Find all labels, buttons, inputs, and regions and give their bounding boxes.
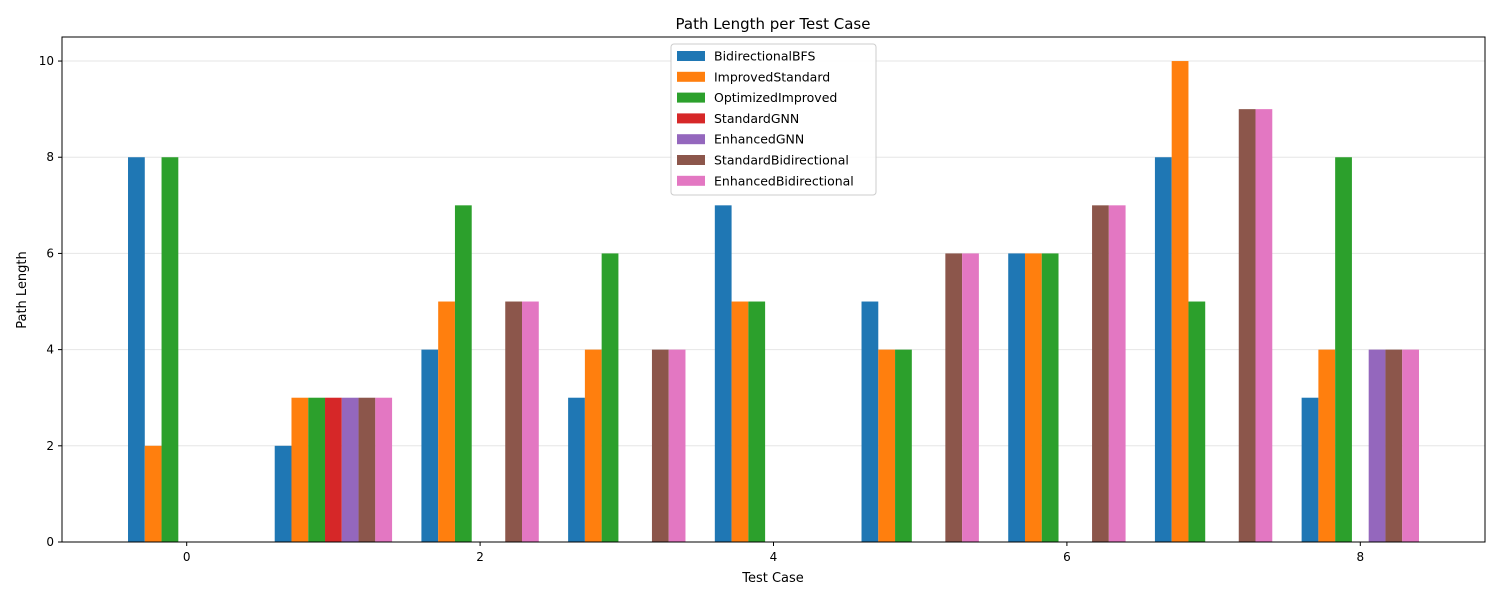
bar xyxy=(375,397,393,542)
bar xyxy=(1238,109,1256,543)
chart-title: Path Length per Test Case xyxy=(676,15,871,33)
bar xyxy=(668,349,686,542)
bar xyxy=(1402,349,1419,542)
legend-label: StandardGNN xyxy=(714,111,799,126)
bar xyxy=(945,253,963,542)
bar xyxy=(291,397,309,542)
bar xyxy=(651,349,669,542)
bar xyxy=(421,349,439,542)
bar xyxy=(584,349,602,542)
x-tick-label: 6 xyxy=(1063,550,1071,564)
legend-swatch xyxy=(677,113,705,124)
bar xyxy=(161,157,179,542)
x-tick-label: 4 xyxy=(770,550,778,564)
bar xyxy=(1188,301,1206,542)
legend-swatch xyxy=(677,155,705,165)
bar xyxy=(1171,61,1189,543)
bar xyxy=(568,397,585,542)
legend-swatch xyxy=(677,51,705,61)
x-tick-label: 0 xyxy=(183,550,191,564)
bars xyxy=(128,61,1419,543)
bar xyxy=(308,397,326,542)
bar xyxy=(144,445,162,542)
bar xyxy=(1092,205,1109,543)
bar xyxy=(1368,349,1386,542)
bar xyxy=(1108,205,1126,543)
bar xyxy=(1255,109,1273,543)
bar xyxy=(1335,157,1352,542)
bar xyxy=(1041,253,1059,542)
y-tick-label: 2 xyxy=(46,439,54,453)
bar xyxy=(748,301,766,542)
x-axis-label: Test Case xyxy=(741,571,804,586)
x-tick-label: 8 xyxy=(1356,550,1364,564)
bar xyxy=(128,157,145,542)
bar xyxy=(601,253,619,542)
bar xyxy=(1318,349,1336,542)
bar xyxy=(1385,349,1403,542)
bar xyxy=(454,205,472,543)
y-tick-label: 4 xyxy=(46,343,54,357)
bar xyxy=(438,301,455,542)
bar xyxy=(522,301,539,542)
bar xyxy=(861,301,879,542)
bar xyxy=(341,397,359,542)
bar xyxy=(714,205,732,543)
legend-swatch xyxy=(677,71,705,82)
bar xyxy=(895,349,912,542)
legend-label: StandardBidirectional xyxy=(714,153,849,168)
bar xyxy=(1008,253,1025,542)
legend-label: EnhancedBidirectional xyxy=(714,173,854,188)
legend-swatch xyxy=(677,92,705,103)
y-tick-label: 8 xyxy=(46,150,54,164)
legend: BidirectionalBFS ImprovedStandard Optimize… xyxy=(670,43,877,196)
legend-label: ImprovedStandard xyxy=(714,69,830,84)
bar xyxy=(731,301,749,542)
y-tick-label: 0 xyxy=(46,535,54,549)
legend-label: EnhancedGNN xyxy=(714,132,804,147)
legend-swatch xyxy=(677,134,705,145)
y-axis-label: Path Length xyxy=(15,251,30,329)
y-tick-label: 6 xyxy=(46,246,54,260)
x-tick-label: 2 xyxy=(476,550,484,564)
bar xyxy=(505,301,523,542)
bar xyxy=(1301,397,1319,542)
axis-ticks: 0 2 4 6 8 10 0 2 4 6 8 xyxy=(39,54,1364,564)
legend-swatch xyxy=(677,175,705,186)
bar xyxy=(1154,157,1172,542)
y-tick-label: 10 xyxy=(39,54,54,68)
bar xyxy=(962,253,979,542)
bar xyxy=(274,445,292,542)
bar xyxy=(325,397,342,542)
legend-box xyxy=(670,43,877,196)
bar xyxy=(878,349,896,542)
legend-label: OptimizedImproved xyxy=(714,90,837,105)
legend-label: BidirectionalBFS xyxy=(714,49,816,64)
bar xyxy=(358,397,376,542)
bar xyxy=(1024,253,1042,542)
